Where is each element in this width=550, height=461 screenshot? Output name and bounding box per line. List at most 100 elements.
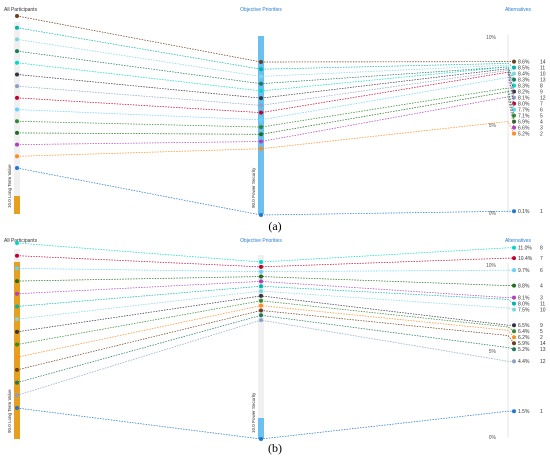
- series-line-1[interactable]: [16, 167, 514, 216]
- right-point-11[interactable]: [512, 65, 516, 70]
- series-line-13[interactable]: [16, 50, 515, 85]
- left-point-1[interactable]: [15, 166, 19, 170]
- left-point-6[interactable]: [15, 107, 19, 112]
- right-point-1[interactable]: [512, 409, 516, 414]
- series-line-12[interactable]: [16, 319, 514, 396]
- center-point-7[interactable]: [259, 110, 263, 115]
- left-point-3[interactable]: [15, 291, 19, 296]
- right-point-13[interactable]: [512, 347, 516, 352]
- left-point-4[interactable]: [15, 279, 19, 284]
- series-line-3[interactable]: [16, 96, 515, 145]
- right-point-11[interactable]: [512, 301, 516, 306]
- center-point-11[interactable]: [259, 67, 263, 72]
- center-point-3[interactable]: [259, 139, 263, 144]
- series-line-14[interactable]: [16, 15, 514, 63]
- right-point-2[interactable]: [512, 335, 516, 340]
- center-point-5[interactable]: [259, 298, 263, 303]
- series-line-6[interactable]: [16, 77, 515, 121]
- right-point-10[interactable]: [512, 307, 516, 312]
- right-point-1[interactable]: [512, 209, 516, 214]
- series-line-14[interactable]: [16, 310, 515, 371]
- left-point-2[interactable]: [15, 355, 19, 360]
- series-line-4[interactable]: [16, 91, 515, 135]
- center-point-8[interactable]: [259, 88, 263, 93]
- left-point-2[interactable]: [15, 154, 19, 159]
- right-point-5[interactable]: [512, 329, 516, 334]
- left-point-9[interactable]: [15, 329, 19, 334]
- center-point-6[interactable]: [259, 117, 263, 122]
- series-line-10[interactable]: [16, 39, 515, 77]
- left-point-11[interactable]: [15, 304, 19, 309]
- center-point-1[interactable]: [259, 437, 263, 441]
- center-axis-fill[interactable]: [258, 418, 264, 439]
- left-point-7[interactable]: [15, 253, 19, 258]
- series-line-3[interactable]: [16, 281, 514, 299]
- series-line-11[interactable]: [16, 285, 515, 307]
- series-line-12[interactable]: [16, 70, 515, 106]
- center-point-10[interactable]: [259, 74, 263, 79]
- series-line-7[interactable]: [16, 255, 514, 268]
- right-point-13[interactable]: [512, 77, 516, 82]
- series-line-5[interactable]: [16, 300, 515, 345]
- right-point-8[interactable]: [512, 245, 516, 250]
- left-point-6[interactable]: [15, 266, 19, 271]
- series-line-13[interactable]: [16, 314, 515, 383]
- center-point-1[interactable]: [259, 213, 263, 217]
- center-point-2[interactable]: [259, 146, 263, 151]
- right-point-6[interactable]: [512, 107, 516, 112]
- series-line-9[interactable]: [16, 295, 514, 333]
- series-line-5[interactable]: [16, 87, 515, 128]
- right-point-12[interactable]: [512, 359, 516, 364]
- center-point-9[interactable]: [259, 96, 263, 101]
- series-line-8[interactable]: [16, 242, 514, 263]
- center-point-4[interactable]: [259, 132, 263, 137]
- right-point-3[interactable]: [512, 295, 516, 300]
- center-point-8[interactable]: [259, 260, 263, 264]
- left-point-14[interactable]: [15, 367, 19, 372]
- center-point-6[interactable]: [259, 269, 263, 274]
- series-line-2[interactable]: [16, 121, 515, 157]
- right-point-3[interactable]: [512, 125, 516, 130]
- series-line-6[interactable]: [16, 268, 514, 273]
- center-point-10[interactable]: [259, 289, 263, 294]
- left-point-10[interactable]: [15, 317, 19, 322]
- left-point-1[interactable]: [15, 406, 19, 410]
- left-point-9[interactable]: [15, 72, 19, 77]
- right-point-6[interactable]: [512, 268, 516, 273]
- left-point-3[interactable]: [15, 142, 19, 147]
- center-point-14[interactable]: [259, 60, 263, 64]
- series-line-9[interactable]: [16, 68, 515, 99]
- center-point-14[interactable]: [259, 308, 263, 313]
- right-point-2[interactable]: [512, 131, 516, 136]
- center-point-7[interactable]: [259, 264, 263, 269]
- right-point-5[interactable]: [512, 113, 516, 118]
- left-axis-fill[interactable]: [14, 262, 20, 439]
- left-point-8[interactable]: [15, 241, 19, 245]
- series-line-8[interactable]: [16, 62, 515, 92]
- left-axis-fill[interactable]: [14, 196, 20, 214]
- right-point-4[interactable]: [512, 283, 516, 288]
- left-point-14[interactable]: [15, 14, 19, 18]
- left-point-11[interactable]: [15, 25, 19, 30]
- right-point-10[interactable]: [512, 71, 516, 76]
- center-point-2[interactable]: [259, 303, 263, 308]
- right-point-14[interactable]: [512, 341, 516, 346]
- left-point-8[interactable]: [15, 60, 19, 65]
- center-point-13[interactable]: [259, 313, 263, 318]
- right-point-7[interactable]: [512, 256, 516, 261]
- right-point-9[interactable]: [512, 323, 516, 328]
- center-point-3[interactable]: [259, 279, 263, 284]
- series-line-10[interactable]: [16, 290, 515, 320]
- series-line-2[interactable]: [16, 305, 515, 358]
- left-point-7[interactable]: [15, 95, 19, 100]
- series-line-7[interactable]: [16, 71, 515, 113]
- left-point-12[interactable]: [15, 393, 19, 398]
- left-point-4[interactable]: [15, 130, 19, 135]
- series-line-11[interactable]: [16, 27, 515, 70]
- left-point-5[interactable]: [15, 119, 19, 124]
- center-point-12[interactable]: [259, 318, 263, 323]
- left-point-12[interactable]: [15, 84, 19, 89]
- left-point-13[interactable]: [15, 380, 19, 385]
- center-point-13[interactable]: [259, 81, 263, 86]
- center-point-11[interactable]: [259, 284, 263, 289]
